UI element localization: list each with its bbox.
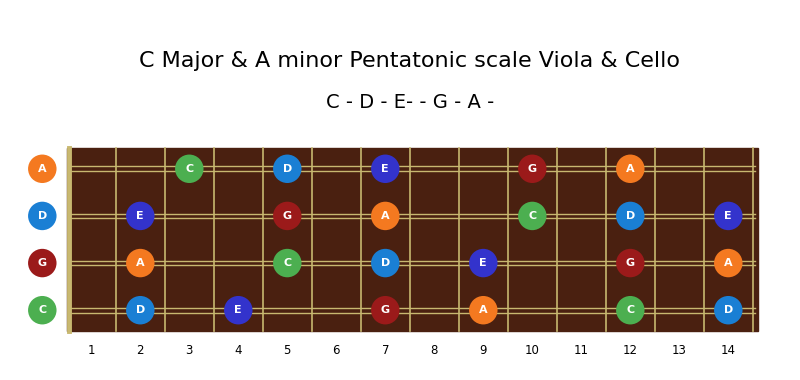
Point [477, 260, 490, 266]
Text: 14: 14 [721, 344, 736, 357]
Point [36, 213, 49, 219]
Text: C: C [38, 305, 46, 315]
Text: A: A [724, 258, 733, 268]
Point [134, 307, 146, 313]
Point [722, 260, 734, 266]
Point [624, 307, 637, 313]
Text: E: E [382, 164, 389, 174]
Point [624, 260, 637, 266]
Text: G: G [38, 258, 47, 268]
Text: D: D [724, 305, 733, 315]
Text: C Major & A minor Pentatonic scale Viola & Cello: C Major & A minor Pentatonic scale Viola… [139, 51, 680, 71]
Point [379, 166, 392, 172]
Text: 4: 4 [234, 344, 242, 357]
Point [722, 307, 734, 313]
Text: 2: 2 [137, 344, 144, 357]
Point [379, 213, 392, 219]
Text: C: C [626, 305, 634, 315]
Point [36, 307, 49, 313]
Text: 5: 5 [284, 344, 291, 357]
Text: G: G [282, 211, 292, 221]
Point [624, 213, 637, 219]
Text: 11: 11 [574, 344, 589, 357]
Point [281, 166, 294, 172]
Point [281, 260, 294, 266]
Text: D: D [282, 164, 292, 174]
Text: D: D [626, 211, 635, 221]
Text: 1: 1 [87, 344, 95, 357]
Point [134, 213, 146, 219]
Text: A: A [136, 258, 145, 268]
Text: G: G [381, 305, 390, 315]
Text: E: E [234, 305, 242, 315]
Point [379, 260, 392, 266]
Text: A: A [626, 164, 634, 174]
Text: G: G [626, 258, 635, 268]
Text: 8: 8 [430, 344, 438, 357]
Text: D: D [38, 211, 47, 221]
FancyBboxPatch shape [67, 147, 758, 331]
Text: C: C [283, 258, 291, 268]
Point [526, 166, 538, 172]
Text: G: G [528, 164, 537, 174]
Text: D: D [381, 258, 390, 268]
Text: A: A [381, 211, 390, 221]
Text: C: C [186, 164, 194, 174]
Text: E: E [137, 211, 144, 221]
Text: 7: 7 [382, 344, 389, 357]
Text: A: A [479, 305, 488, 315]
Point [232, 307, 245, 313]
Text: 13: 13 [672, 344, 686, 357]
Text: D: D [136, 305, 145, 315]
Point [183, 166, 196, 172]
Point [281, 213, 294, 219]
Point [477, 307, 490, 313]
Point [526, 213, 538, 219]
Text: C: C [528, 211, 536, 221]
Point [36, 260, 49, 266]
Text: 9: 9 [479, 344, 487, 357]
Point [722, 213, 734, 219]
Text: A: A [38, 164, 46, 174]
Text: E: E [725, 211, 732, 221]
Text: 10: 10 [525, 344, 540, 357]
Text: E: E [479, 258, 487, 268]
Point [624, 166, 637, 172]
Text: C - D - E- - G - A -: C - D - E- - G - A - [326, 93, 494, 112]
Point [379, 307, 392, 313]
Text: 12: 12 [622, 344, 638, 357]
Point [134, 260, 146, 266]
Text: 3: 3 [186, 344, 193, 357]
Text: 6: 6 [333, 344, 340, 357]
Point [36, 166, 49, 172]
